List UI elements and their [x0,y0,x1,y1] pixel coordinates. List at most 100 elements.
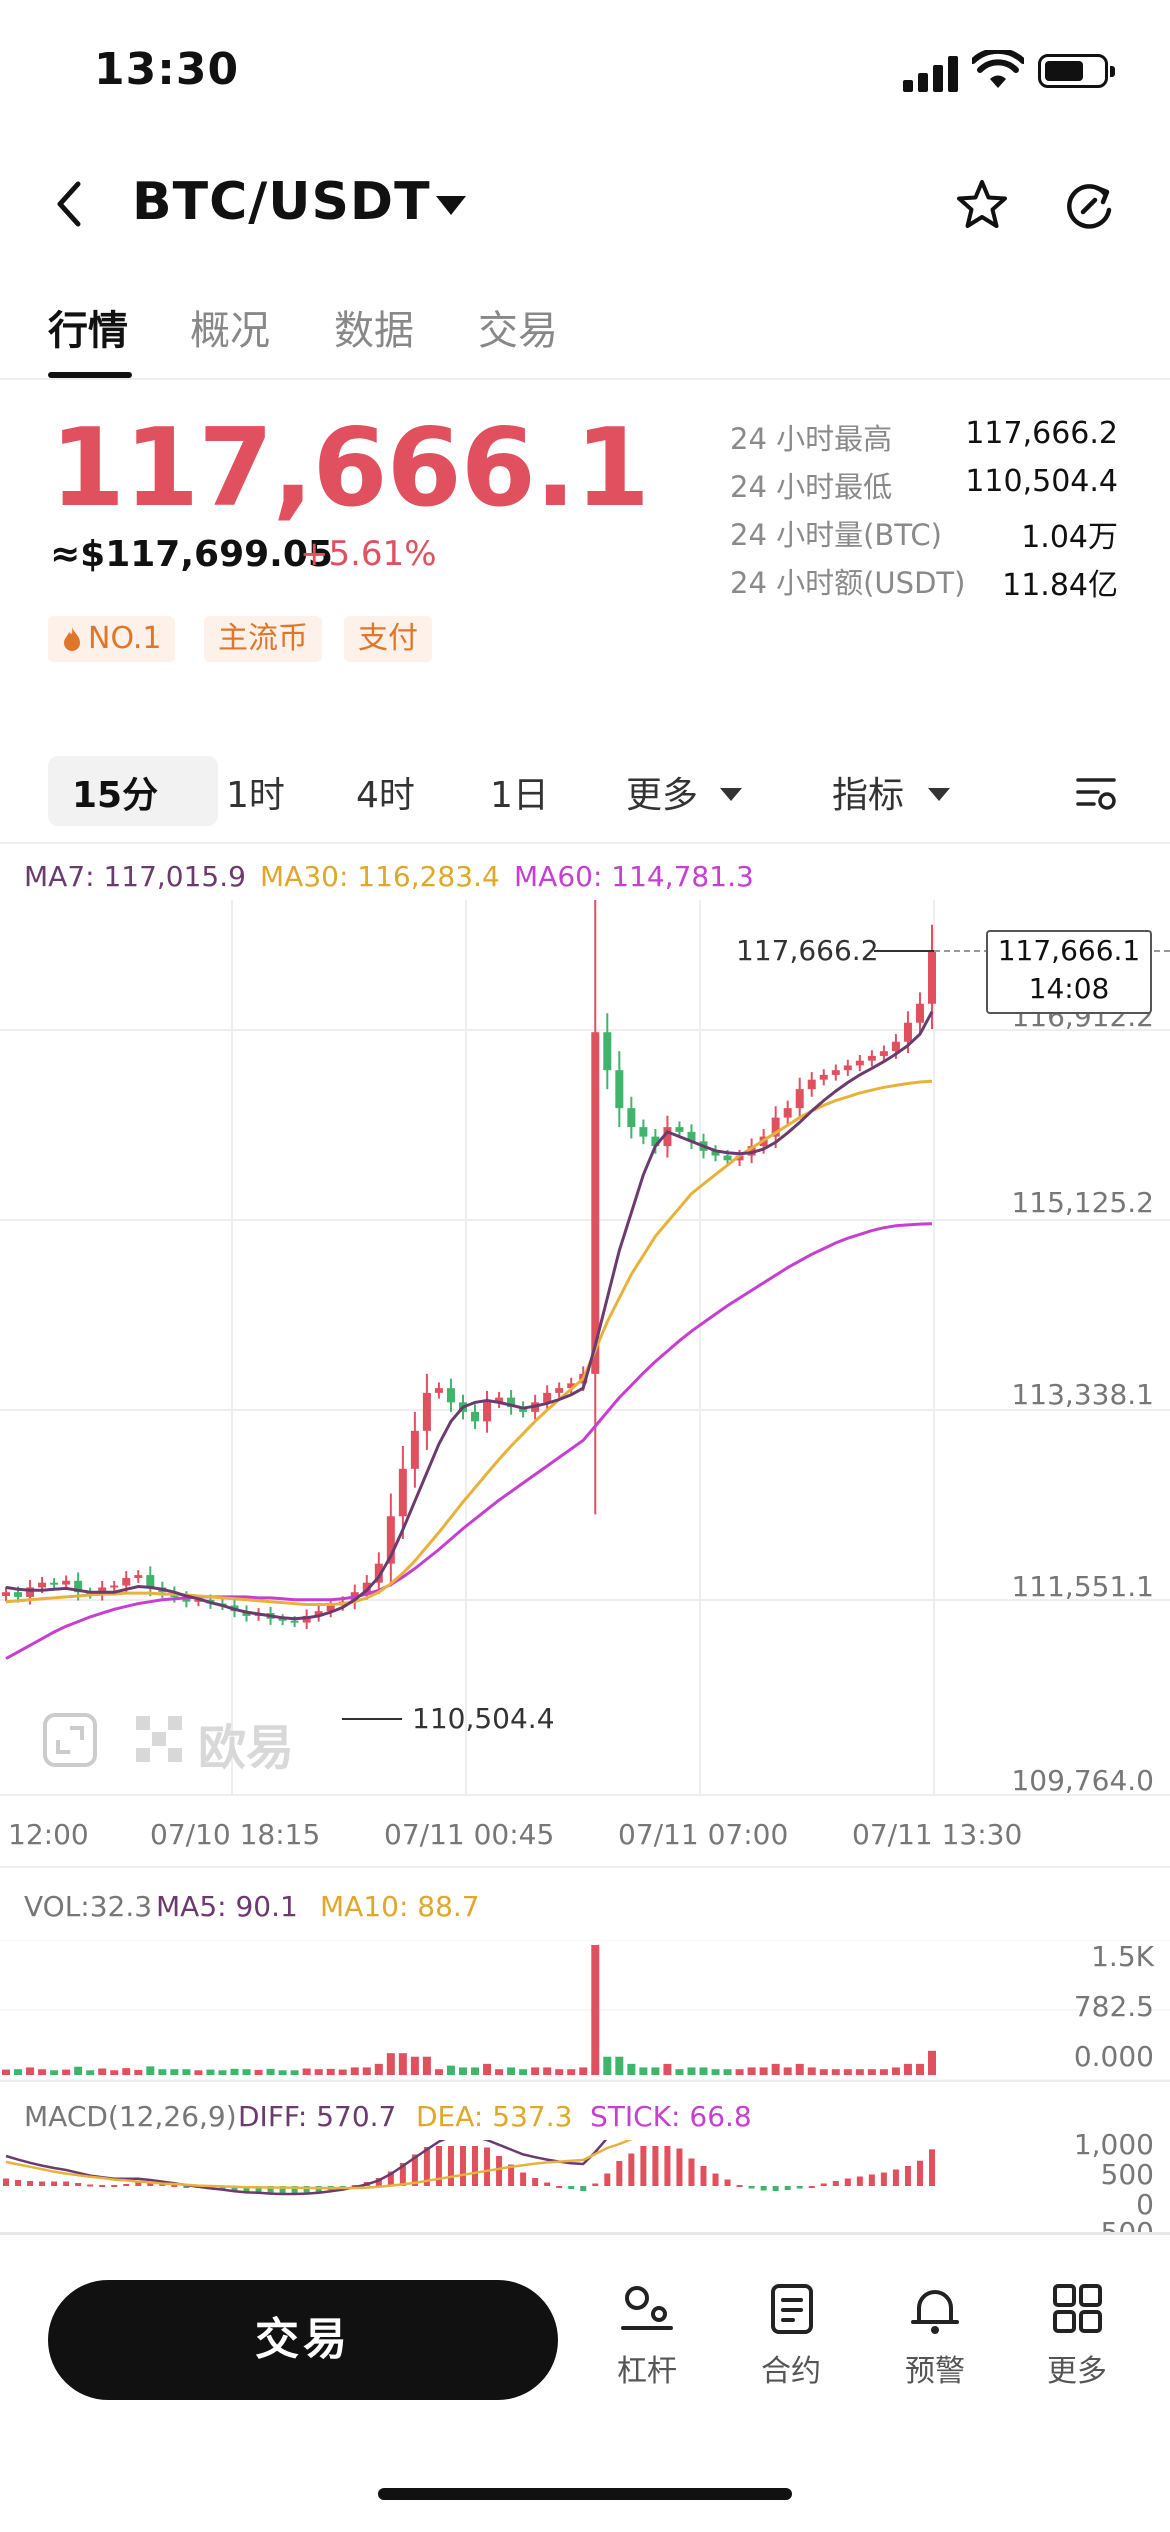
volume-bar [495,2069,504,2075]
payment-badge[interactable]: 支付 [344,616,432,662]
candle [26,1587,35,1597]
candle [903,1022,912,1042]
tab-trade[interactable]: 交易 [478,308,558,354]
macd-bar [568,2186,575,2189]
macd-bar [75,2183,82,2186]
candle [471,1411,480,1422]
volume-bar [579,2067,588,2075]
macd-bar [399,2163,406,2186]
nav-margin[interactable]: 杠杆 [592,2284,702,2390]
stat-value-volume: 1.04万 [1021,520,1118,555]
macd-bar [87,2184,94,2187]
cellular-signal-icon [903,56,961,92]
volume-bar [254,2069,263,2075]
candle [495,1397,504,1403]
volume-bar [639,2067,648,2075]
macd-bar [423,2147,430,2186]
trading-pair-title[interactable]: BTC/USDT [132,172,431,232]
period-15m[interactable]: 15分 [72,775,159,816]
volume-bar [98,2068,107,2075]
stat-label-high: 24 小时最高 [730,422,893,456]
period-4h[interactable]: 4时 [356,775,415,816]
tab-data[interactable]: 数据 [334,308,414,354]
trade-button[interactable]: 交易 [48,2280,558,2400]
candle [62,1580,71,1585]
candle [50,1582,59,1585]
y-tick: 113,338.1 [1011,1378,1154,1411]
nav-futures[interactable]: 合约 [736,2284,846,2390]
indicators-dropdown-icon[interactable] [928,788,950,801]
macd-bar [111,2185,118,2187]
volume-bar [603,2056,612,2075]
candle [591,1032,600,1374]
candle [663,1127,672,1147]
volume-bar [410,2056,419,2075]
volume-bar [891,2067,900,2075]
ma30-line [5,1079,933,1606]
candlestick-chart[interactable] [0,900,1170,1800]
indicators-button[interactable]: 指标 [832,775,905,816]
macd-title: MACD(12,26,9) [24,2100,237,2133]
candle [783,1108,792,1118]
period-more[interactable]: 更多 [626,775,699,816]
macd-bar [447,2146,454,2186]
macd-bar [784,2186,791,2190]
macd-bar [808,2186,815,2188]
nav-alert[interactable]: 预警 [880,2284,990,2390]
macd-bar [760,2186,767,2191]
macd-tick: -500 [1090,2216,1154,2232]
macd-stick: STICK: 66.8 [590,2100,752,2133]
candle [615,1070,624,1109]
macd-bar [3,2178,9,2186]
candle [446,1388,455,1403]
volume-bar [747,2067,756,2075]
volume-bar [422,2056,431,2075]
category-badge[interactable]: 主流币 [204,616,322,662]
volume-bar [795,2063,804,2075]
x-tick: 12:00 [8,1818,89,1851]
tab-market[interactable]: 行情 [48,308,128,354]
favorite-star-icon[interactable] [955,178,1009,232]
volume-bar [134,2069,143,2075]
period-1d[interactable]: 1日 [490,775,549,816]
candle [831,1070,840,1075]
candle [819,1074,828,1080]
high-marker-label: 117,666.2 [736,934,879,967]
okx-watermark-text: 欧易 [198,1720,295,1776]
volume-bar [266,2068,275,2075]
volume-bar [591,1945,600,2075]
vol-tick: 0.000 [1073,2040,1154,2073]
fullscreen-icon[interactable] [42,1712,98,1768]
period-1h[interactable]: 1时 [226,775,285,816]
okx-logo-icon [136,1716,182,1762]
volume-bar [507,2067,516,2075]
nav-more[interactable]: 更多 [1022,2284,1132,2390]
volume-bar [158,2069,167,2075]
ma60-legend: MA60: 114,781.3 [514,860,754,893]
volume-bar [434,2069,443,2075]
chart-settings-icon[interactable] [1076,774,1118,812]
candle [483,1402,492,1422]
back-arrow-icon[interactable] [54,180,82,228]
tab-overview[interactable]: 概况 [190,308,270,354]
tabs-divider [0,378,1170,380]
pair-dropdown-icon[interactable] [436,196,466,215]
rank-badge[interactable]: NO.1 [48,616,176,662]
candle [74,1580,83,1593]
x-tick: 07/11 07:00 [618,1818,789,1851]
candle [134,1575,143,1578]
macd-bar [592,2183,599,2186]
volume-bar [386,2053,395,2075]
share-refresh-icon[interactable] [1063,180,1115,232]
volume-bar [302,2068,311,2075]
volume-bar [471,2067,480,2075]
rank-badge-label: NO.1 [88,621,162,656]
volume-bar [194,2070,203,2075]
candle [278,1618,287,1621]
macd-bar [435,2146,442,2186]
more-dropdown-icon[interactable] [720,788,742,801]
candle [603,1032,612,1071]
volume-bar [62,2069,71,2075]
vol-ma5-legend: MA5: 90.1 [156,1890,298,1923]
volume-bar [855,2069,864,2075]
